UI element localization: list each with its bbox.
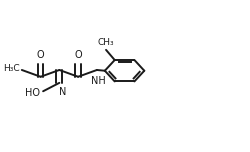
Text: N: N (58, 87, 66, 97)
Text: HO: HO (24, 88, 40, 98)
Text: NH: NH (91, 76, 106, 86)
Text: O: O (37, 50, 44, 60)
Text: O: O (74, 50, 82, 60)
Text: CH₃: CH₃ (98, 38, 114, 47)
Text: H₃C: H₃C (3, 64, 20, 73)
